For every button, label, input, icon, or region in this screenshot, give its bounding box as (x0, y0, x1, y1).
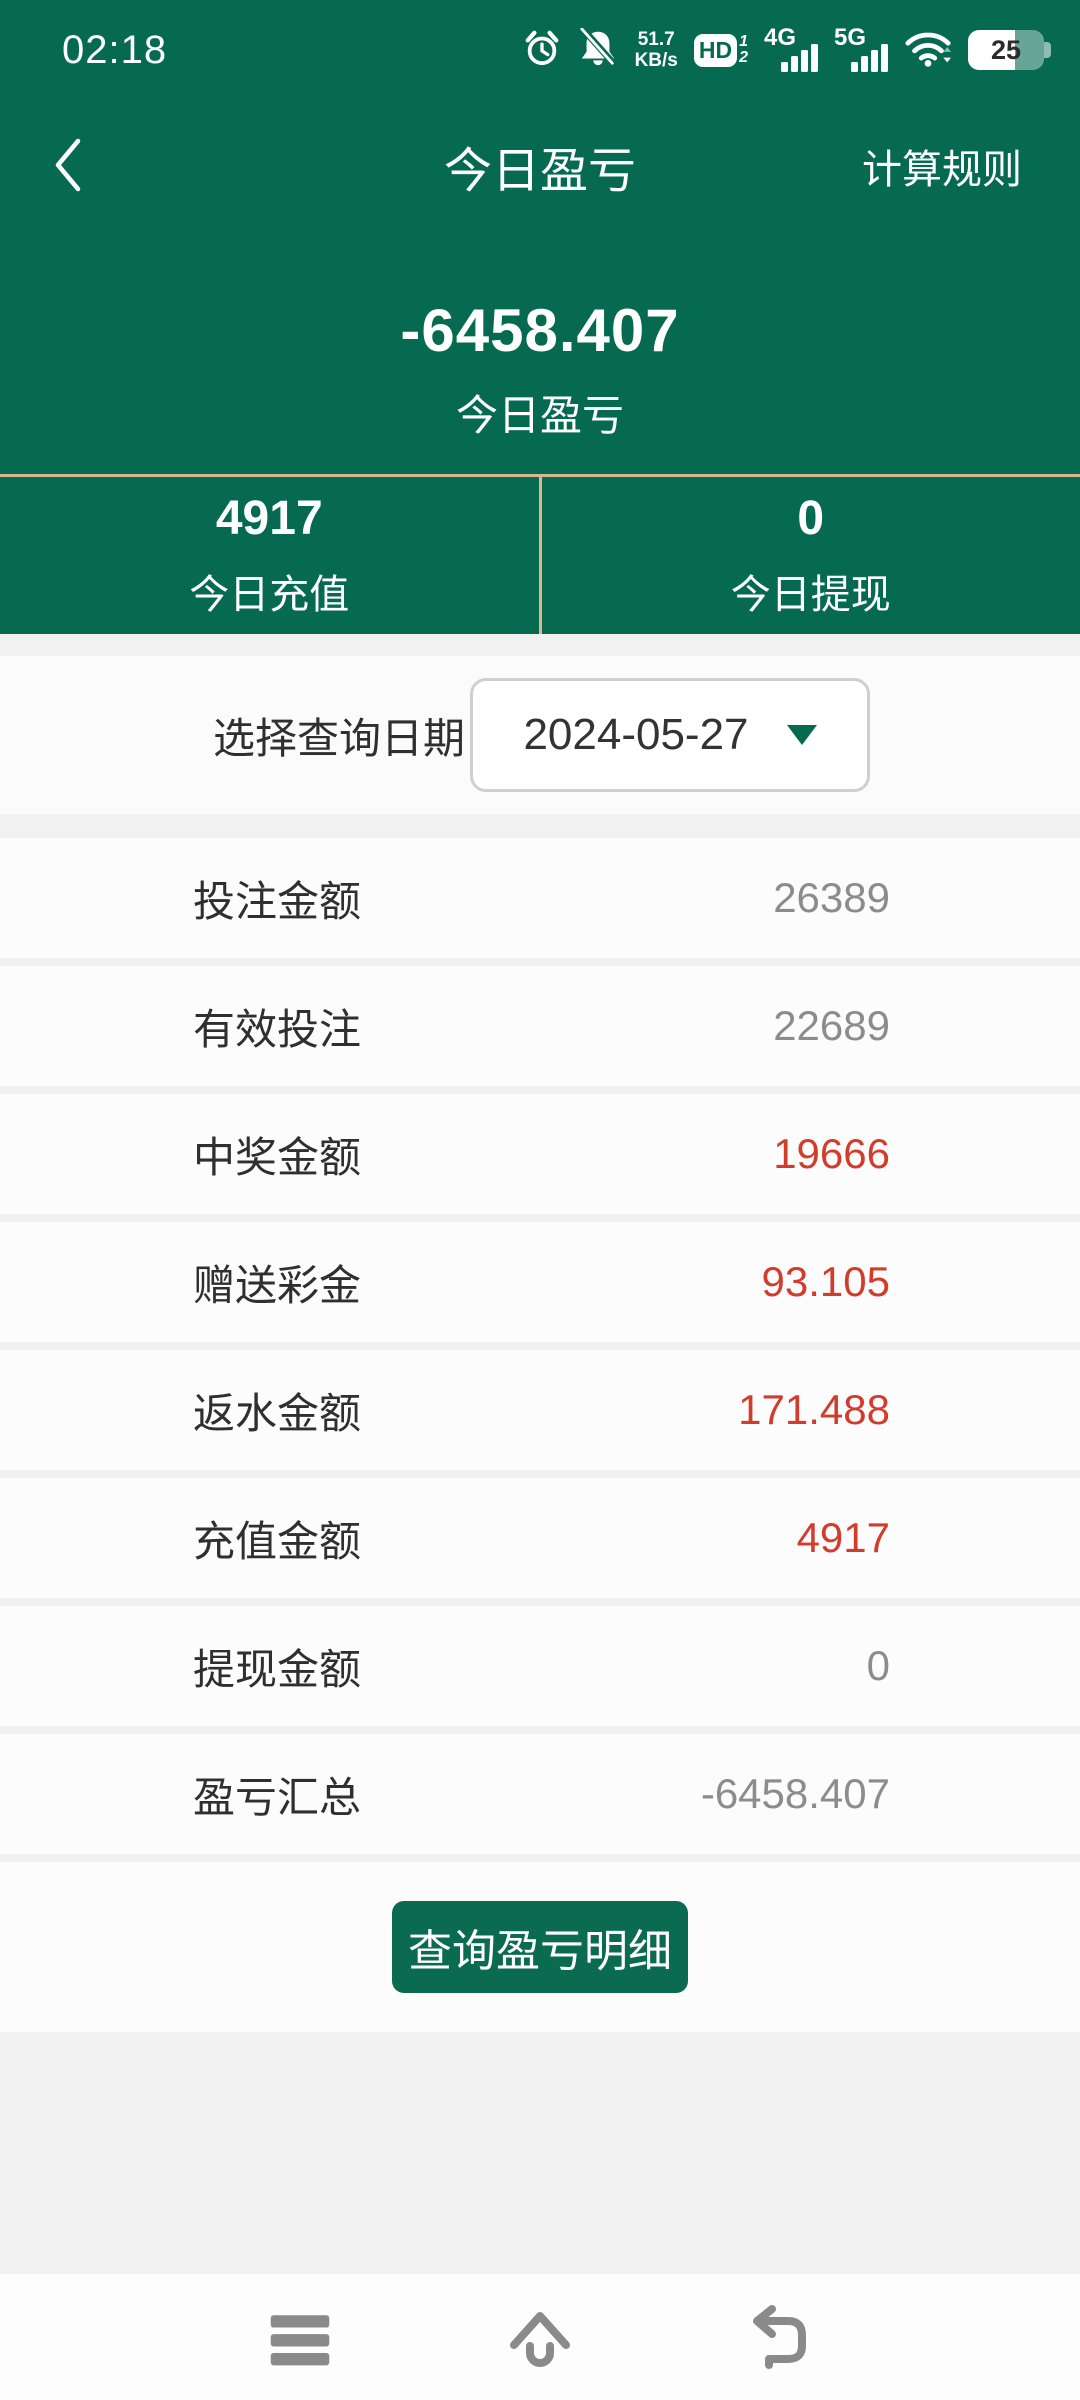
battery-fill (968, 30, 1016, 70)
home-icon[interactable] (504, 2301, 576, 2373)
alarm-icon (523, 28, 561, 73)
network-speed-value: 51.7 (637, 29, 675, 50)
hd-sim1: 1 (739, 33, 748, 50)
row-deposit-amount: 充值金额 4917 (0, 1478, 1080, 1598)
stat-withdraw-today: 0 今日提现 (542, 477, 1080, 634)
battery-percent: 25 (990, 34, 1022, 65)
query-profit-detail-button[interactable]: 查询盈亏明细 (392, 1901, 688, 1993)
status-time: 02:18 (62, 27, 168, 72)
stat-value: 0 (797, 492, 825, 545)
row-rebate: 返水金额 171.488 (0, 1350, 1080, 1470)
network-speed: 51.7 KB/s (635, 29, 678, 71)
status-icons: 51.7 KB/s HD 1 2 4G 5G (523, 24, 1051, 74)
hd-sim2: 2 (739, 49, 748, 66)
row-bonus: 赠送彩金 93.105 (0, 1222, 1080, 1342)
battery-icon: 25 (968, 30, 1051, 70)
page-title: 今日盈亏 (443, 145, 636, 198)
signal-5g-icon: 5G (834, 24, 888, 74)
signal-4g-icon: 4G (764, 24, 818, 74)
battery-nub (1044, 42, 1051, 58)
wifi-icon (904, 27, 952, 74)
network-speed-unit: KB/s (634, 50, 678, 71)
stat-divider (538, 477, 542, 634)
menu-icon[interactable] (264, 2301, 336, 2373)
date-select-value: 2024-05-27 (523, 710, 749, 759)
chevron-left-icon (55, 138, 81, 192)
button-row: 查询盈亏明细 (0, 1862, 1080, 2032)
hd-volte-icon: HD 1 2 (693, 33, 748, 67)
today-profit-amount: -6458.407 (400, 297, 680, 364)
row-valid-bet: 有效投注 22689 (0, 966, 1080, 1086)
row-winning-amount: 中奖金额 19666 (0, 1094, 1080, 1214)
row-bet-amount: 投注金额 26389 (0, 838, 1080, 958)
stat-deposit-today: 4917 今日充值 (0, 477, 539, 634)
status-bar: 02:18 (0, 18, 1080, 82)
hd-badge: HD (693, 33, 738, 67)
stat-label: 今日提现 (730, 573, 891, 617)
row-withdraw-amount: 提现金额 0 (0, 1606, 1080, 1726)
back-icon[interactable] (744, 2301, 816, 2373)
date-picker-row: 选择查询日期 2024-05-27 (0, 656, 1080, 814)
back-button[interactable] (52, 136, 86, 194)
date-picker-label: 选择查询日期 (213, 714, 466, 762)
detail-rows: 投注金额 26389 有效投注 22689 中奖金额 19666 赠送彩金 93… (0, 838, 1080, 1854)
row-profit-summary: 盈亏汇总 -6458.407 (0, 1734, 1080, 1854)
stat-value: 4917 (215, 492, 323, 545)
stat-label: 今日充值 (189, 573, 350, 617)
summary-stats: 4917 今日充值 0 今日提现 (0, 474, 1080, 634)
bottom-nav-bar (0, 2274, 1080, 2400)
app-bar: 今日盈亏 计算规则 (0, 118, 1080, 214)
calculation-rules-link[interactable]: 计算规则 (862, 148, 1022, 192)
caret-down-icon (786, 725, 817, 745)
date-select[interactable]: 2024-05-27 (470, 678, 870, 792)
hero-section: 02:18 (0, 0, 1080, 634)
today-profit-caption: 今日盈亏 (455, 392, 624, 439)
notifications-off-icon (577, 27, 619, 73)
